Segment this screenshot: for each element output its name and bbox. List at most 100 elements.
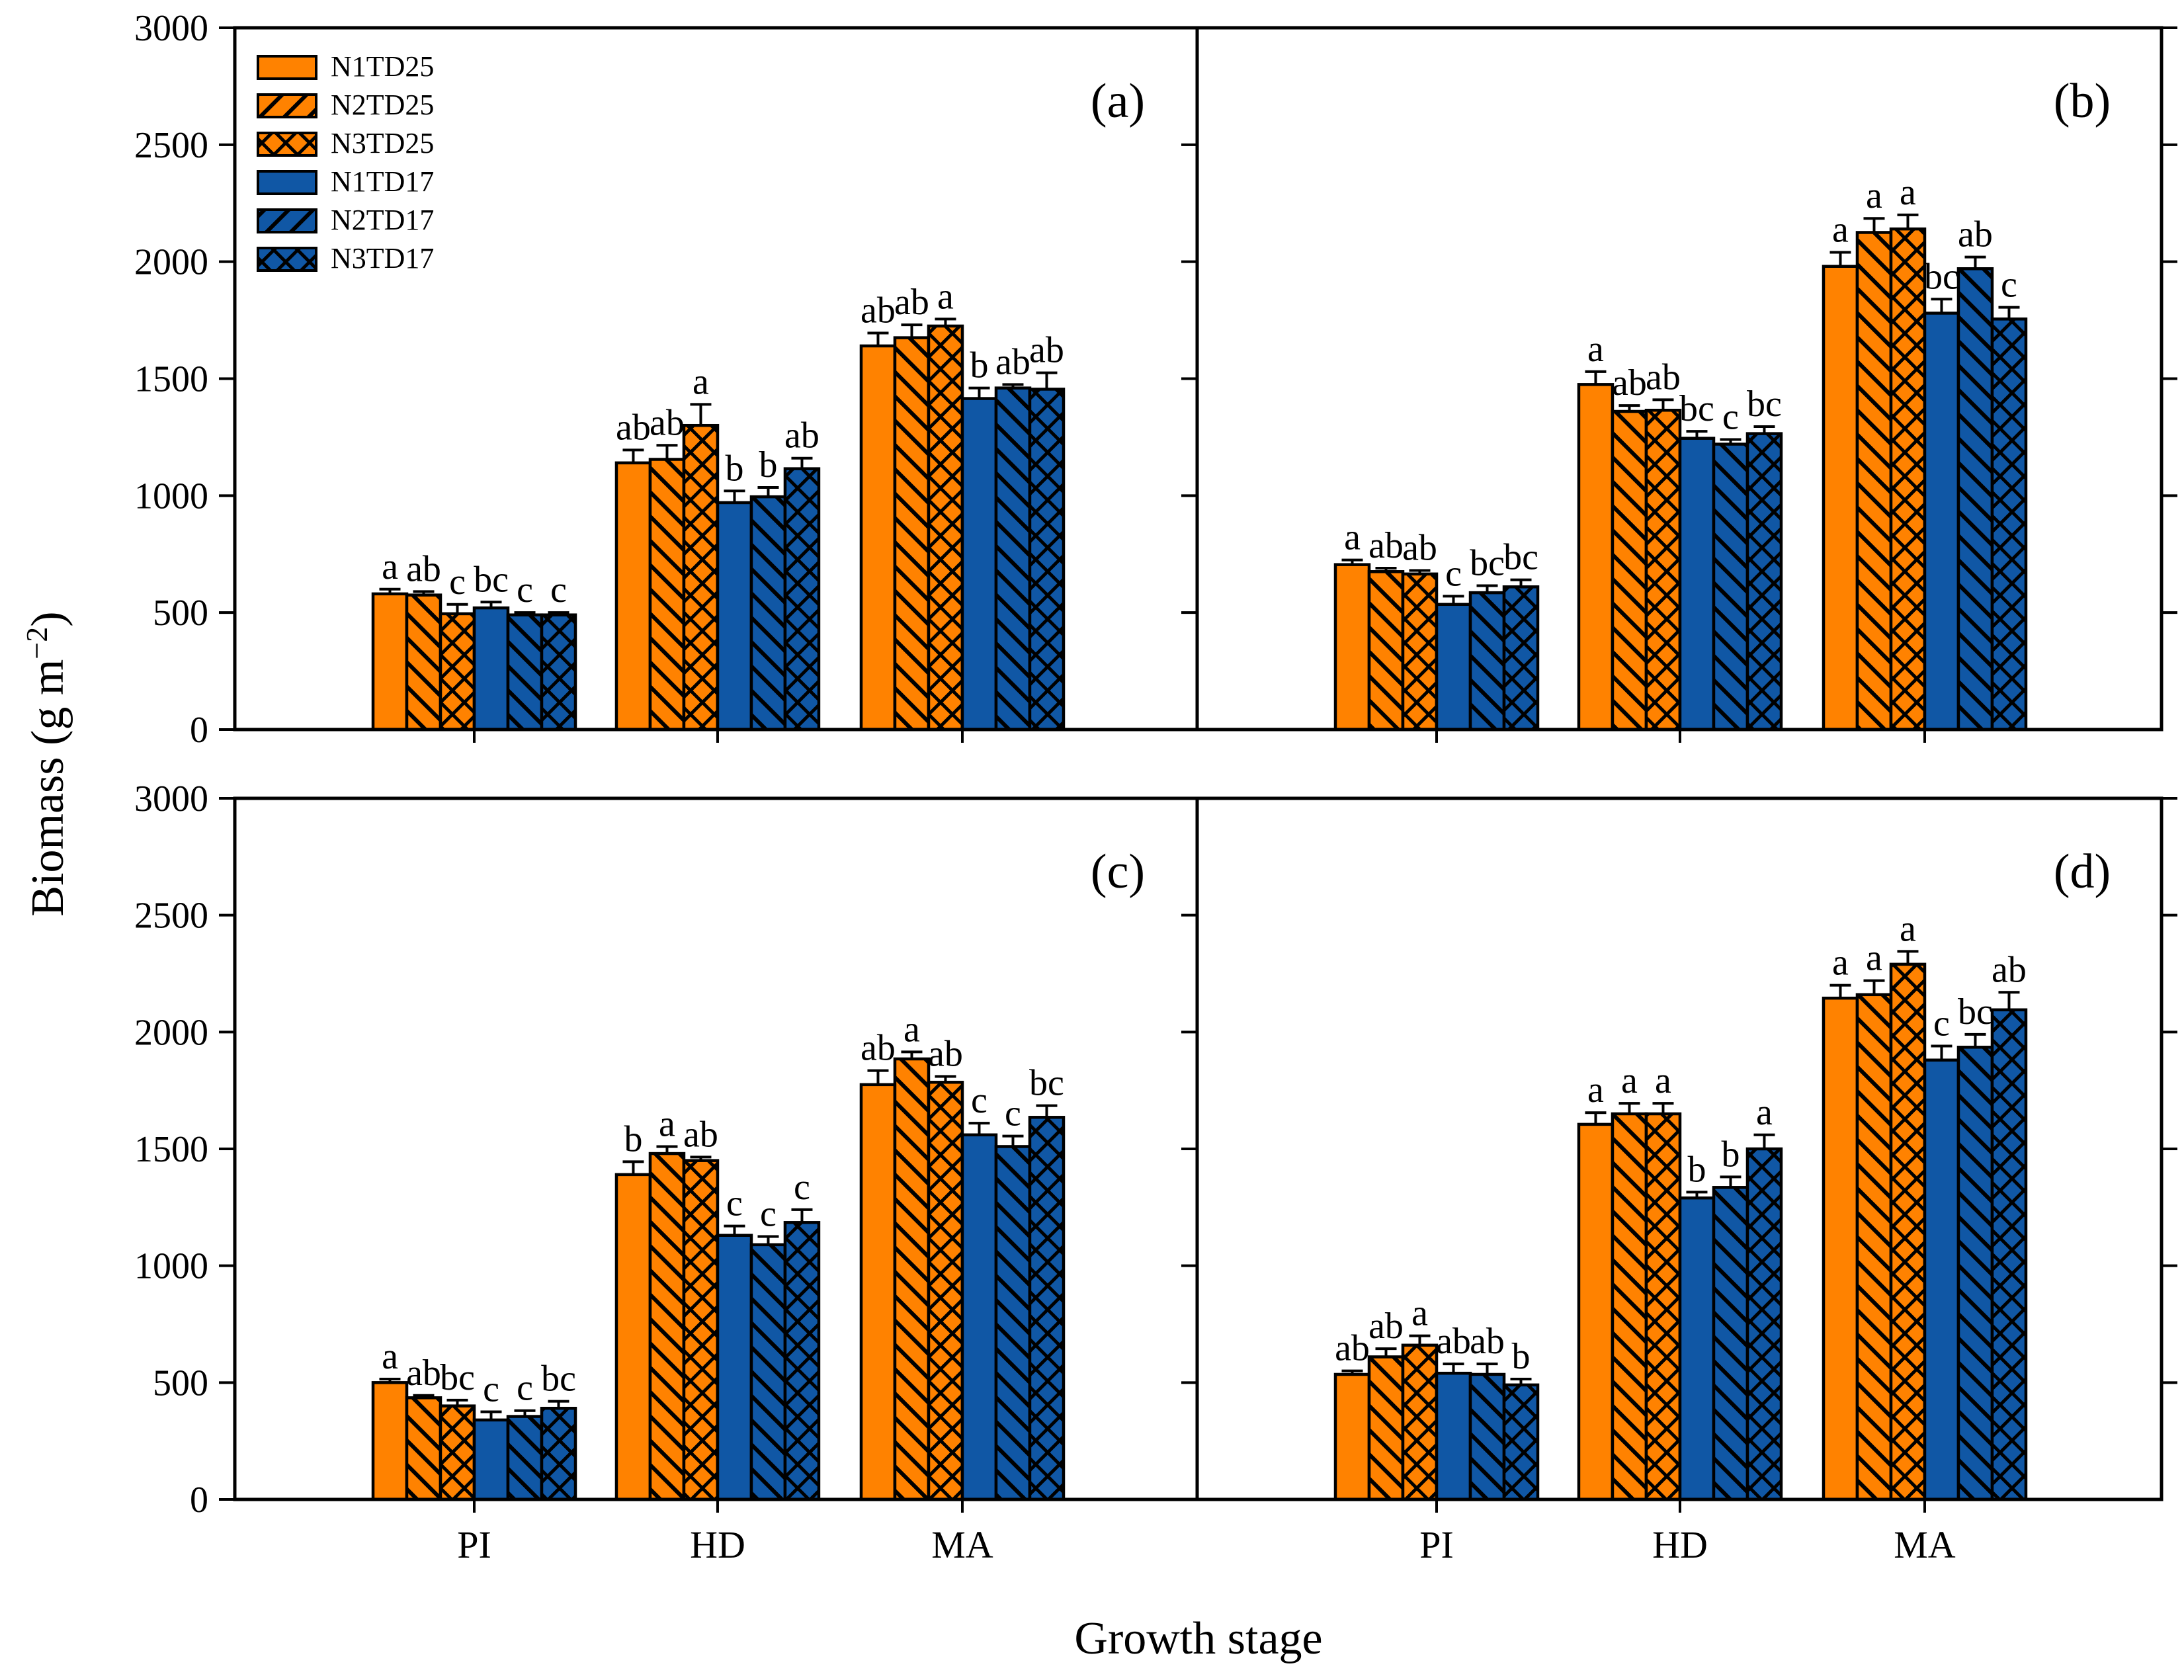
sig-letter: c	[1933, 1003, 1950, 1044]
sig-letter: ab	[1470, 1321, 1505, 1362]
sig-letter: c	[517, 569, 533, 610]
bar-N2TD17-PI	[1468, 1372, 1506, 1501]
y-tick-label: 3000	[134, 778, 208, 819]
legend-label-N1TD25: N1TD25	[331, 50, 434, 83]
legend-label-N2TD17: N2TD17	[331, 204, 434, 236]
sig-letter: a	[1832, 210, 1849, 251]
sig-letter: a	[1900, 908, 1916, 949]
sig-letter: a	[937, 276, 954, 317]
sig-letter: a	[1411, 1293, 1428, 1334]
bar-N3TD17-PI	[540, 613, 577, 732]
sig-letter: ab	[995, 341, 1030, 382]
legend-swatch-N1TD17	[257, 170, 317, 195]
sig-letter: ab	[1612, 362, 1647, 403]
sig-letter: a	[1587, 1070, 1604, 1111]
bar-N3TD25-HD	[682, 1159, 720, 1501]
bar-N3TD25-MA	[1889, 962, 1927, 1501]
sig-letter: c	[517, 1368, 533, 1409]
bar-N1TD17-PI	[1435, 603, 1472, 732]
sig-letter: bc	[1679, 388, 1714, 429]
sig-letter: bc	[1958, 991, 1993, 1032]
bar-N2TD17-HD	[1712, 442, 1749, 732]
sig-letter: c	[1445, 553, 1462, 594]
bar-N3TD17-MA	[1990, 1008, 2028, 1501]
bar-N1TD25-HD	[1577, 1122, 1615, 1501]
y-tick-label: 500	[153, 1363, 208, 1404]
legend-swatch-N2TD17	[257, 208, 317, 233]
sig-letter: a	[1344, 517, 1361, 558]
bar-N1TD25-PI	[371, 1381, 409, 1501]
bar-N1TD25-HD	[1577, 383, 1615, 732]
sig-letter: bc	[1029, 1063, 1064, 1104]
bar-N2TD17-PI	[506, 1415, 544, 1501]
bar-N2TD25-HD	[648, 1152, 686, 1501]
bar-N2TD17-PI	[1468, 591, 1506, 732]
legend-label-N2TD25: N2TD25	[331, 89, 434, 121]
legend-swatch-N2TD25	[257, 93, 317, 118]
y-tick-label: 2500	[134, 125, 208, 166]
sig-letter: c	[483, 1369, 499, 1410]
bar-N2TD25-PI	[405, 1396, 442, 1501]
panel-letter: (a)	[1091, 74, 1145, 128]
x-tick-label: HD	[1652, 1523, 1708, 1566]
sig-letter: b	[759, 444, 777, 485]
y-tick-label: 0	[190, 710, 208, 751]
bar-N1TD25-MA	[859, 1083, 897, 1501]
bar-N1TD17-PI	[472, 606, 510, 732]
sig-letter: b	[1512, 1336, 1531, 1377]
sig-letter: a	[1900, 172, 1916, 213]
bar-N3TD17-HD	[783, 1221, 821, 1501]
bar-N2TD25-PI	[1367, 570, 1405, 732]
bar-N2TD17-MA	[1956, 267, 1994, 732]
sig-letter: bc	[1747, 384, 1782, 425]
sig-letter: ab	[1402, 528, 1437, 569]
bar-N2TD25-MA	[1855, 993, 1893, 1501]
sig-letter: ab	[1436, 1321, 1471, 1362]
sig-letter: c	[550, 569, 567, 610]
sig-letter: a	[1832, 943, 1849, 984]
bar-N3TD25-MA	[927, 324, 964, 732]
bar-N2TD25-HD	[1611, 409, 1648, 732]
sig-letter: ab	[861, 290, 896, 331]
bar-N2TD17-PI	[506, 613, 544, 732]
legend-label-N3TD25: N3TD25	[331, 127, 434, 159]
bar-N1TD25-PI	[1333, 563, 1371, 732]
sig-letter: a	[693, 361, 709, 402]
legend-swatch-N1TD25	[257, 55, 317, 80]
y-tick-label: 1500	[134, 359, 208, 400]
bar-N1TD17-PI	[1435, 1371, 1472, 1501]
sig-letter: a	[903, 1009, 920, 1050]
sig-letter: ab	[1335, 1328, 1370, 1369]
bar-N1TD25-MA	[1822, 996, 1859, 1501]
bar-N2TD25-HD	[648, 458, 686, 732]
legend-swatch-N3TD17	[257, 247, 317, 272]
bar-N3TD17-MA	[1028, 1116, 1066, 1501]
bar-N1TD17-HD	[1678, 1196, 1716, 1501]
bar-N2TD17-HD	[749, 495, 787, 732]
bar-N3TD25-MA	[927, 1081, 964, 1501]
x-tick-label: HD	[690, 1523, 745, 1566]
sig-letter: b	[970, 345, 988, 386]
sig-letter: bc	[474, 559, 509, 600]
sig-letter: c	[2001, 265, 2017, 306]
legend-swatch-N3TD25	[257, 132, 317, 157]
bar-N3TD25-PI	[1401, 572, 1439, 732]
sig-letter: ab	[1646, 357, 1681, 398]
bar-N2TD17-MA	[994, 1145, 1032, 1501]
sig-letter: b	[1721, 1134, 1740, 1175]
sig-letter: bc	[541, 1359, 576, 1400]
sig-letter: a	[659, 1103, 675, 1144]
bar-N1TD17-MA	[1923, 312, 1960, 732]
sig-letter: c	[449, 562, 466, 603]
sig-letter: ab	[784, 415, 819, 456]
bar-N3TD17-PI	[540, 1406, 577, 1501]
sig-letter: c	[1722, 396, 1739, 437]
sig-letter: ab	[861, 1028, 896, 1069]
bar-N1TD25-PI	[371, 592, 409, 732]
bar-N1TD25-MA	[1822, 265, 1859, 732]
bar-N2TD25-PI	[405, 593, 442, 732]
x-tick-label: MA	[931, 1523, 993, 1566]
y-tick-label: 1500	[134, 1129, 208, 1170]
sig-letter: bc	[1470, 542, 1505, 583]
